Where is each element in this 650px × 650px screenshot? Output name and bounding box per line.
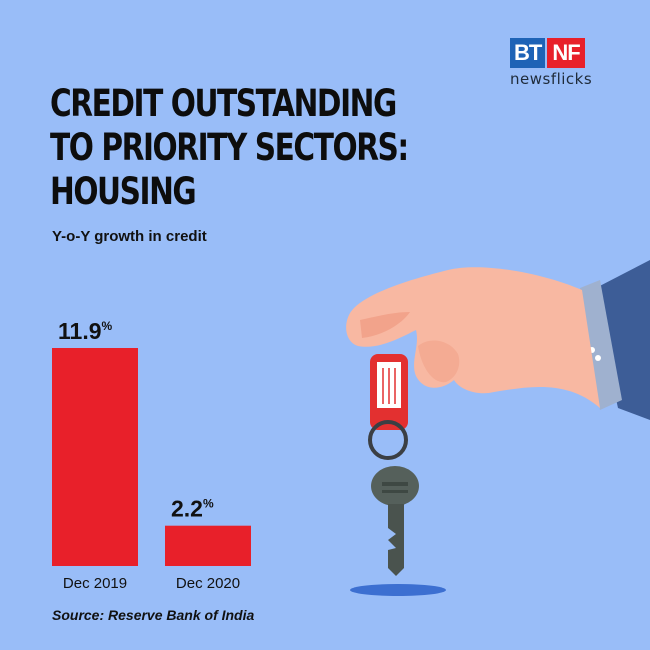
logo-tagline: newsflicks	[510, 70, 593, 88]
bar-value-label: 11.9%	[58, 318, 113, 344]
headline-line-1: CREDIT OUTSTANDING	[50, 82, 397, 125]
finger-shade-icon	[360, 312, 410, 338]
logo-bt: BT	[510, 38, 546, 68]
source-note: Source: Reserve Bank of India	[52, 607, 255, 623]
hand-holding-key-icon	[346, 260, 650, 596]
category-label: Dec 2019	[63, 575, 127, 592]
logo-mark: BT NF	[510, 38, 610, 68]
category-label: Dec 2020	[176, 575, 240, 592]
cufflink-icon	[595, 355, 601, 361]
thumb-icon	[418, 340, 460, 383]
key-blade-icon	[388, 504, 404, 576]
brand-logo[interactable]: BT NF newsflicks	[510, 38, 610, 98]
sleeve-icon	[592, 260, 650, 420]
logo-nf: NF	[547, 38, 585, 68]
bar-dec-2019	[52, 348, 138, 566]
headline-line-2: TO PRIORITY SECTORS:	[50, 126, 409, 169]
headline: CREDIT OUTSTANDING TO PRIORITY SECTORS: …	[50, 82, 409, 214]
key-ring-icon	[368, 420, 408, 460]
key-shadow-icon	[350, 584, 446, 596]
chart-subtitle: Y-o-Y growth in credit	[52, 228, 207, 245]
bar-value-label: 2.2%	[171, 496, 214, 522]
bar-dec-2020	[165, 525, 251, 566]
headline-line-3: HOUSING	[50, 170, 197, 213]
hand-icon	[346, 267, 600, 408]
cuff-icon	[580, 280, 622, 410]
